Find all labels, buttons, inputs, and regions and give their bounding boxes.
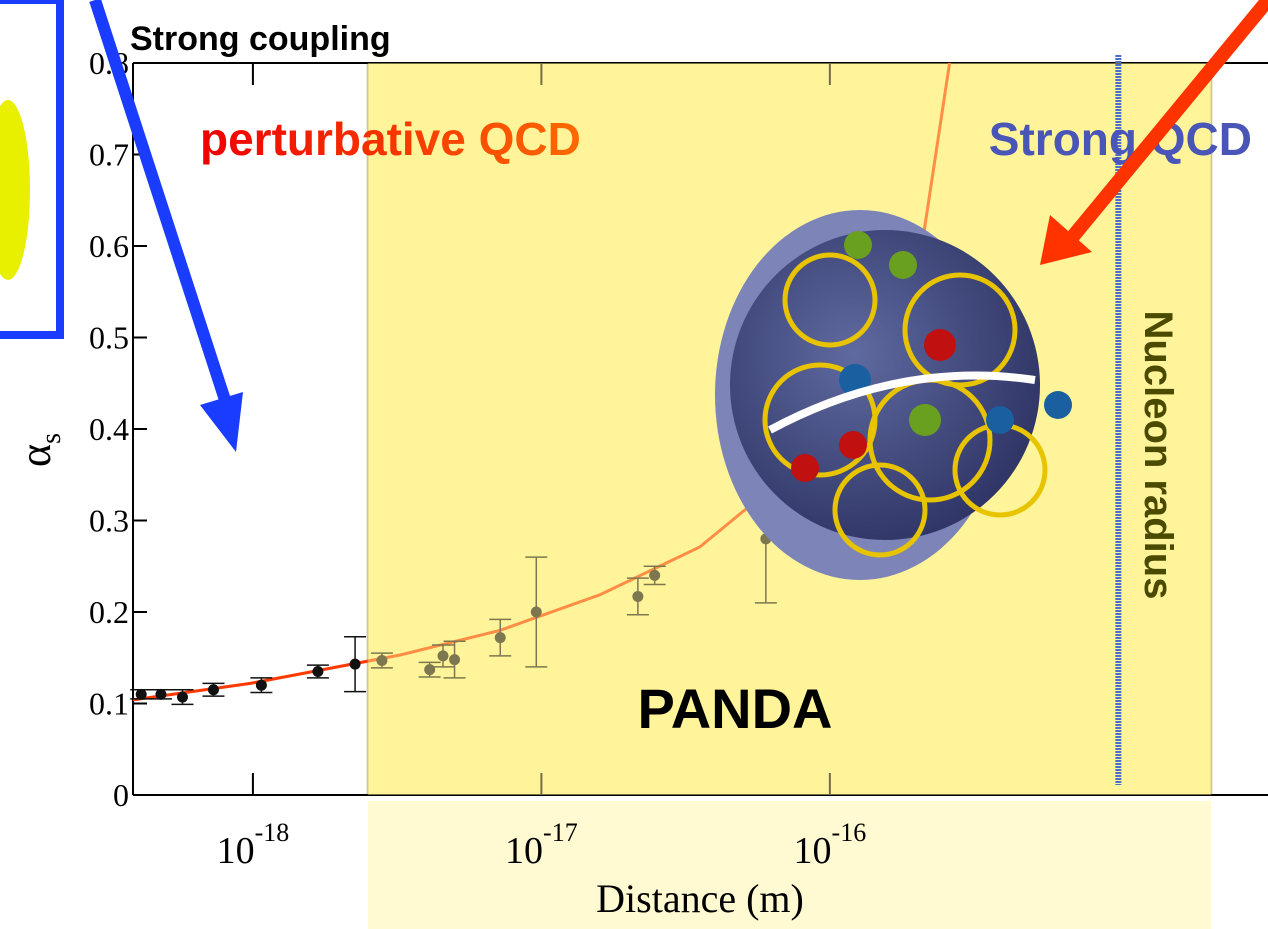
data-point: [312, 666, 323, 677]
data-point: [136, 689, 147, 700]
y-tick-label: 0: [113, 777, 129, 813]
annotation-panda: PANDA: [638, 677, 833, 740]
annotation-strong: Strong QCD: [989, 113, 1252, 165]
x-tick-base: 10: [505, 830, 543, 872]
y-tick-label: 0.5: [89, 320, 129, 356]
annotation-perturbative: perturbative QCD: [200, 113, 581, 165]
data-point: [350, 659, 361, 670]
y-tick-label: 0.7: [89, 137, 129, 173]
y-tick-label: 0.6: [89, 228, 129, 264]
inset-blob: [0, 100, 30, 280]
annotation-nucleon: Nucleon radius: [1136, 311, 1180, 600]
chart: 00.10.20.30.40.50.60.70.810-1810-1710-16…: [0, 0, 1268, 929]
x-axis-label: Distance (m): [596, 876, 804, 921]
y-tick-label: 0.4: [89, 411, 129, 447]
y-tick-label: 0.2: [89, 594, 129, 630]
y-tick-label: 0.1: [89, 686, 129, 722]
data-point: [208, 684, 219, 695]
y-axis-symbol: α: [11, 444, 60, 467]
y-axis-subscript: s: [36, 433, 67, 444]
x-tick-exponent: -17: [543, 818, 578, 847]
x-tick-base: 10: [217, 830, 255, 872]
x-tick-exponent: -16: [832, 818, 867, 847]
data-point: [155, 689, 166, 700]
data-point: [256, 680, 267, 691]
data-point: [177, 692, 188, 703]
x-tick-base: 10: [794, 830, 832, 872]
y-tick-label: 0.3: [89, 503, 129, 539]
x-tick-label: 10-18: [217, 818, 290, 872]
chart-title: Strong coupling: [130, 20, 391, 58]
x-tick-exponent: -18: [255, 818, 290, 847]
y-axis-label: αs: [11, 433, 67, 467]
